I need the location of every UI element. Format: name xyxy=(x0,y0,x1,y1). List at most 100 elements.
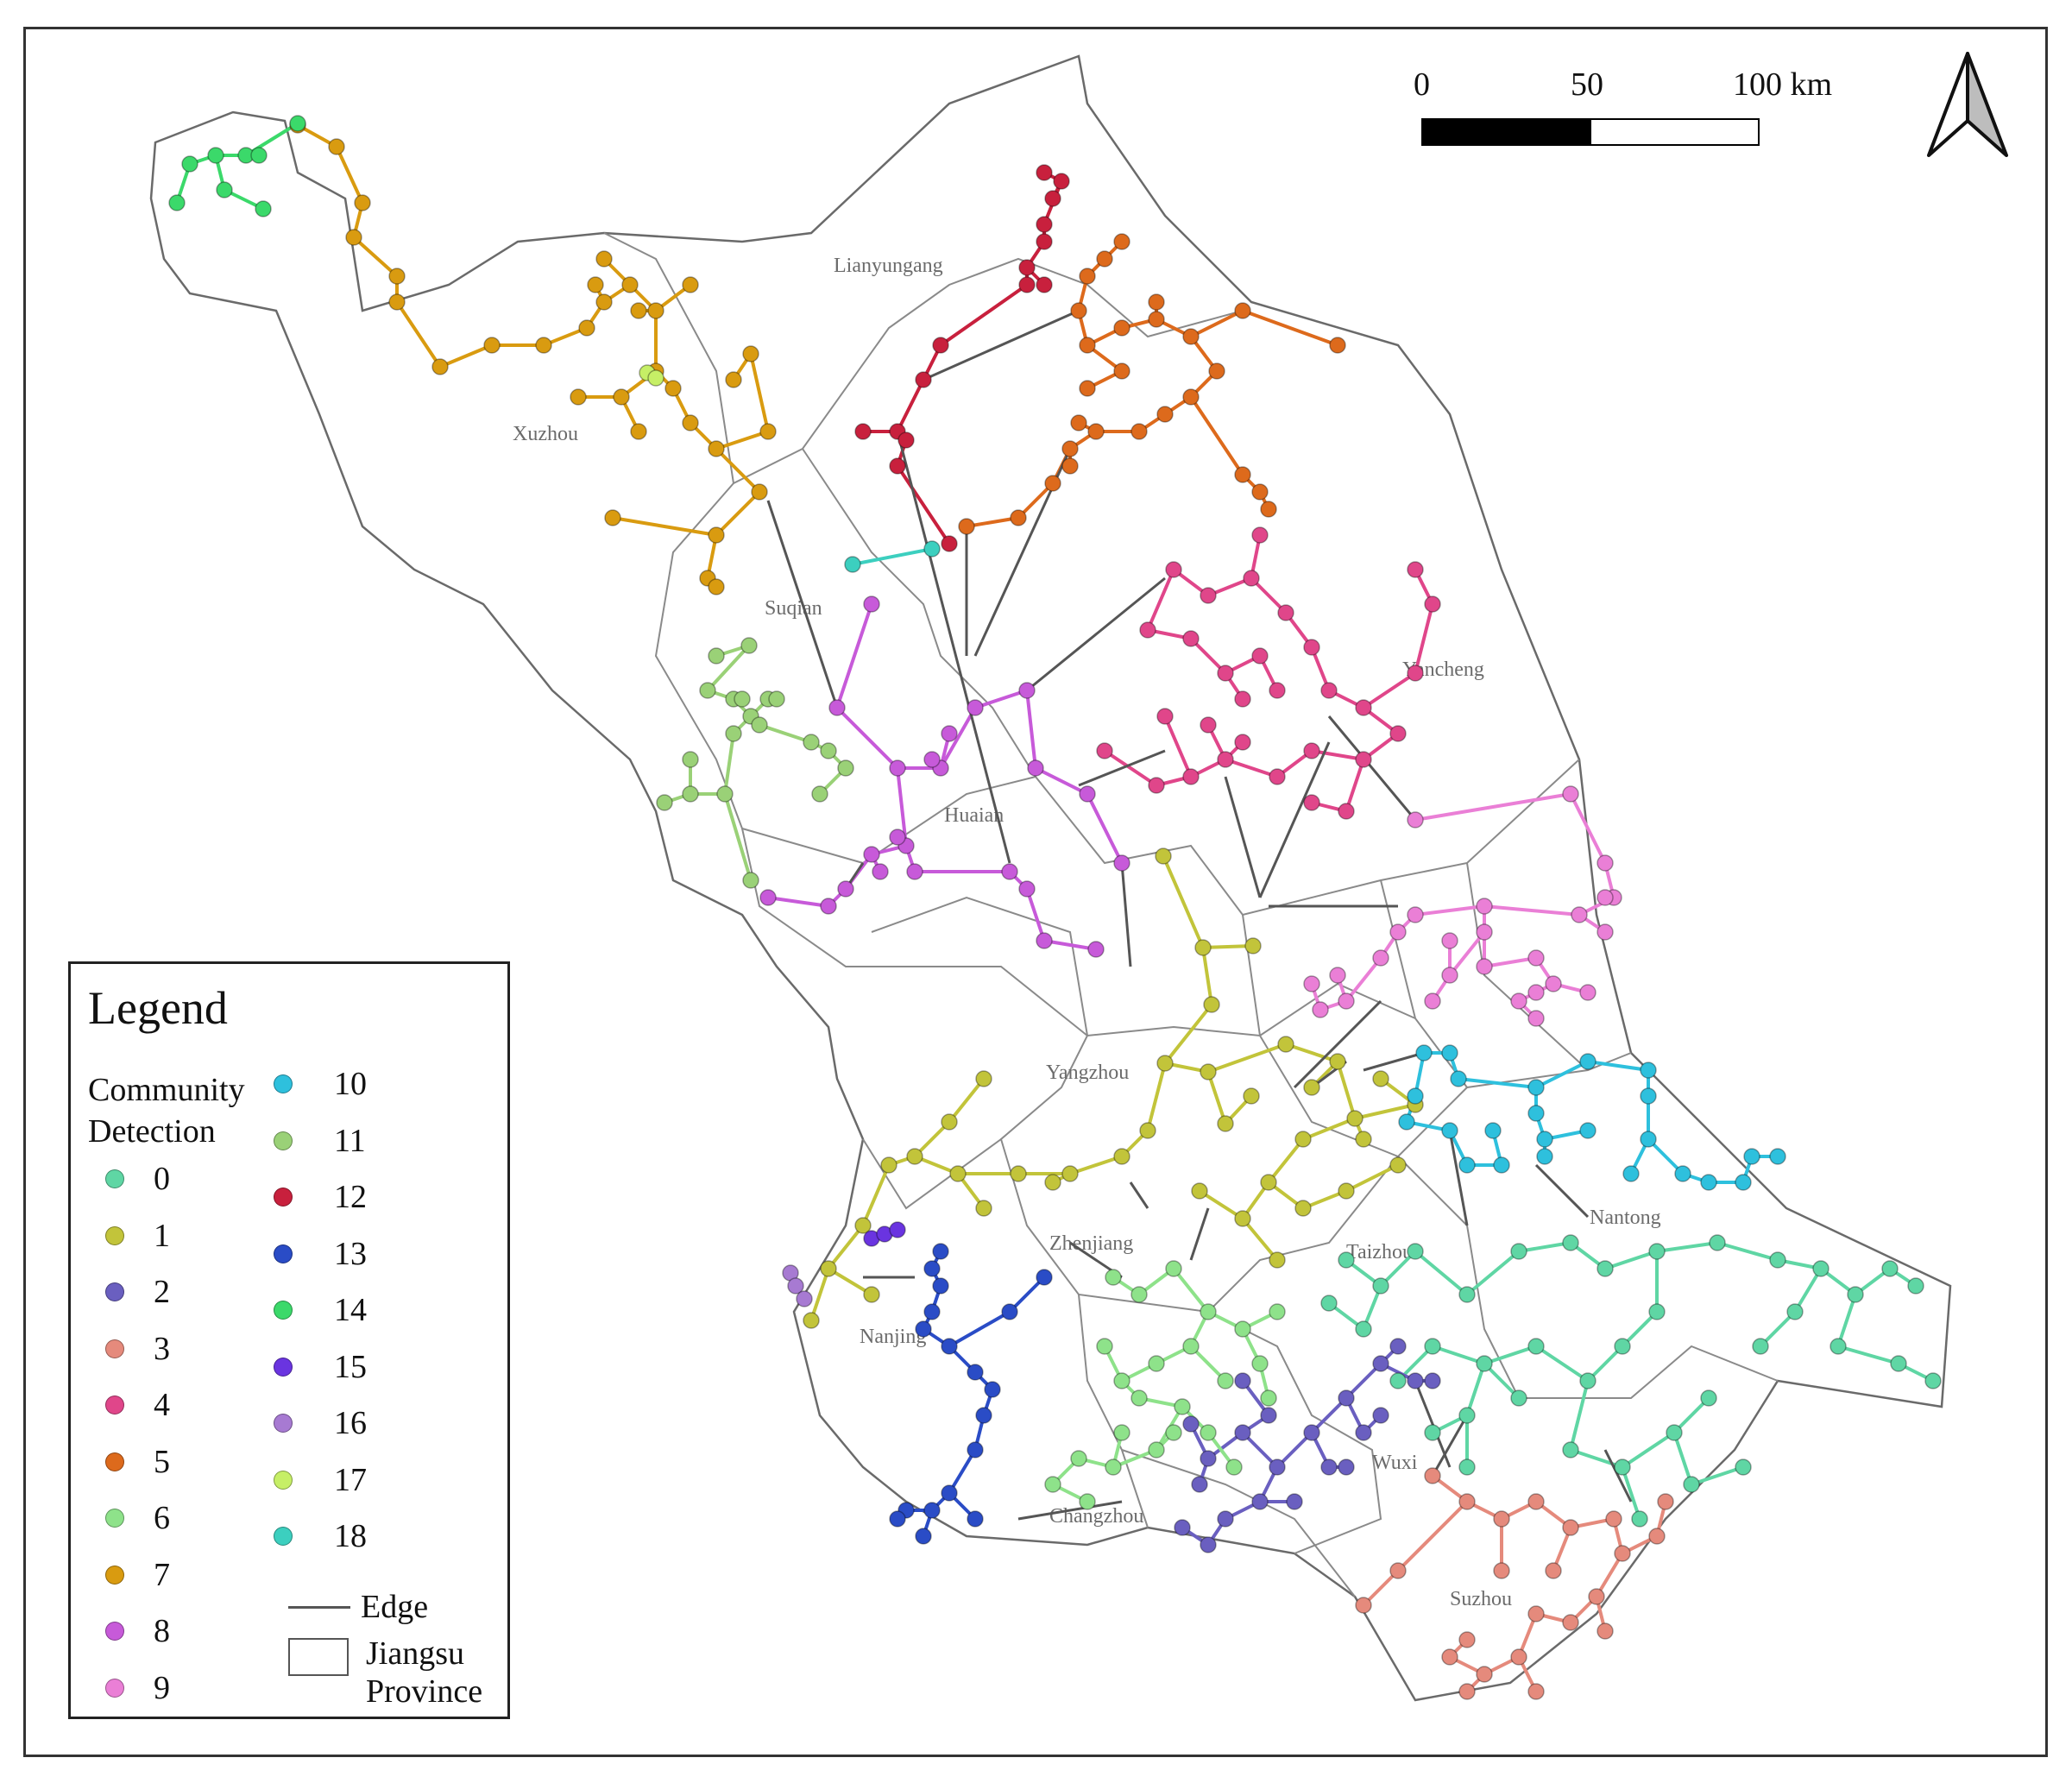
community-node-2 xyxy=(1338,1459,1355,1476)
community-node-10 xyxy=(1622,1165,1640,1182)
community-node-12 xyxy=(1036,233,1053,250)
community-edge xyxy=(1793,1267,1823,1314)
community-edge xyxy=(948,1077,986,1124)
community-node-6 xyxy=(1148,1355,1165,1372)
community-edge xyxy=(1302,1117,1356,1141)
legend-item-label: 13 xyxy=(334,1235,367,1272)
community-edge xyxy=(913,1120,951,1158)
community-node-13 xyxy=(932,1277,949,1295)
community-edge xyxy=(715,490,761,537)
community-node-2 xyxy=(1355,1424,1372,1441)
community-node-11 xyxy=(803,734,820,751)
legend-title: Legend xyxy=(88,982,228,1034)
community-node-13 xyxy=(941,1338,958,1355)
community-node-10 xyxy=(1735,1174,1752,1191)
community-node-6 xyxy=(1200,1303,1217,1320)
community-node-10 xyxy=(1536,1148,1553,1165)
community-edge xyxy=(1241,1431,1279,1469)
legend-dot-icon xyxy=(105,1396,124,1414)
legend-item-community-12: 12 xyxy=(274,1177,367,1217)
community-edge xyxy=(1069,1155,1123,1175)
community-node-6 xyxy=(1260,1389,1277,1407)
community-node-0 xyxy=(1562,1234,1579,1251)
community-node-7 xyxy=(431,358,449,375)
community-node-1 xyxy=(975,1200,992,1217)
community-node-2 xyxy=(1217,1510,1234,1528)
community-node-9 xyxy=(1338,992,1355,1010)
community-node-10 xyxy=(1674,1165,1691,1182)
community-node-10 xyxy=(1415,1044,1433,1062)
community-node-8 xyxy=(1036,932,1053,949)
community-edge xyxy=(1396,1500,1469,1572)
community-node-1 xyxy=(1346,1110,1363,1127)
community-node-17 xyxy=(647,369,664,387)
community-node-1 xyxy=(880,1156,897,1174)
legend-item-label: 3 xyxy=(154,1330,170,1367)
community-node-7 xyxy=(578,319,595,337)
legend-dot-icon xyxy=(274,1301,293,1320)
community-node-10 xyxy=(1441,1044,1458,1062)
community-node-8 xyxy=(889,828,906,846)
community-node-7 xyxy=(613,388,630,406)
community-edge xyxy=(1569,793,1607,864)
community-edge xyxy=(759,723,812,744)
community-node-2 xyxy=(1260,1407,1277,1424)
community-node-3 xyxy=(1527,1605,1545,1622)
community-node-3 xyxy=(1424,1467,1441,1484)
community-node-6 xyxy=(1217,1372,1234,1389)
community-node-7 xyxy=(621,276,639,293)
community-node-4 xyxy=(1303,794,1320,811)
community-node-7 xyxy=(535,337,552,354)
community-node-5 xyxy=(1234,466,1251,483)
community-node-6 xyxy=(1182,1338,1200,1355)
community-node-9 xyxy=(1597,889,1614,906)
community-node-16 xyxy=(796,1290,813,1307)
community-node-7 xyxy=(708,578,725,595)
legend-item-community-7: 7 xyxy=(105,1555,170,1595)
community-node-5 xyxy=(1208,362,1225,380)
community-node-1 xyxy=(949,1165,967,1182)
community-node-7 xyxy=(708,440,725,457)
community-node-13 xyxy=(932,1243,949,1260)
community-node-0 xyxy=(1631,1510,1648,1528)
community-node-11 xyxy=(837,759,854,777)
community-node-12 xyxy=(1018,259,1036,276)
community-node-3 xyxy=(1562,1519,1579,1536)
legend-item-label: 1 xyxy=(154,1217,170,1254)
community-node-14 xyxy=(181,155,198,173)
community-edge xyxy=(1672,1396,1710,1434)
legend-dot-icon xyxy=(105,1565,124,1585)
community-edge xyxy=(1647,1137,1685,1175)
community-edge xyxy=(1656,1241,1718,1253)
community-node-8 xyxy=(923,751,941,768)
community-node-5 xyxy=(1079,380,1096,397)
network-edge xyxy=(1448,1130,1469,1226)
legend-item-community-1: 1 xyxy=(105,1216,170,1256)
network-edge xyxy=(1120,862,1132,967)
community-edge xyxy=(1414,1250,1469,1296)
community-node-4 xyxy=(1243,570,1260,587)
community-edge xyxy=(1604,1250,1658,1270)
community-node-12 xyxy=(1044,190,1061,207)
community-node-3 xyxy=(1458,1683,1476,1700)
community-node-1 xyxy=(1244,937,1262,955)
community-edge xyxy=(612,516,717,537)
legend-edge: Edge xyxy=(288,1588,428,1626)
community-node-1 xyxy=(1234,1210,1251,1227)
network-edge xyxy=(1603,1449,1633,1503)
community-node-9 xyxy=(1476,958,1493,975)
city-label-changzhou: Changzhou xyxy=(1049,1505,1143,1528)
community-node-1 xyxy=(854,1217,872,1234)
network-edge xyxy=(1189,1207,1210,1261)
community-edge xyxy=(1267,1137,1305,1184)
community-node-12 xyxy=(1036,164,1053,181)
community-node-10 xyxy=(1640,1087,1657,1105)
community-node-12 xyxy=(941,535,958,552)
community-edge xyxy=(1691,1465,1744,1486)
community-edge xyxy=(1586,1345,1624,1383)
community-node-9 xyxy=(1597,854,1614,872)
community-node-1 xyxy=(863,1286,880,1303)
community-node-4 xyxy=(1355,751,1372,768)
community-node-5 xyxy=(1182,388,1200,406)
community-node-14 xyxy=(255,200,272,217)
